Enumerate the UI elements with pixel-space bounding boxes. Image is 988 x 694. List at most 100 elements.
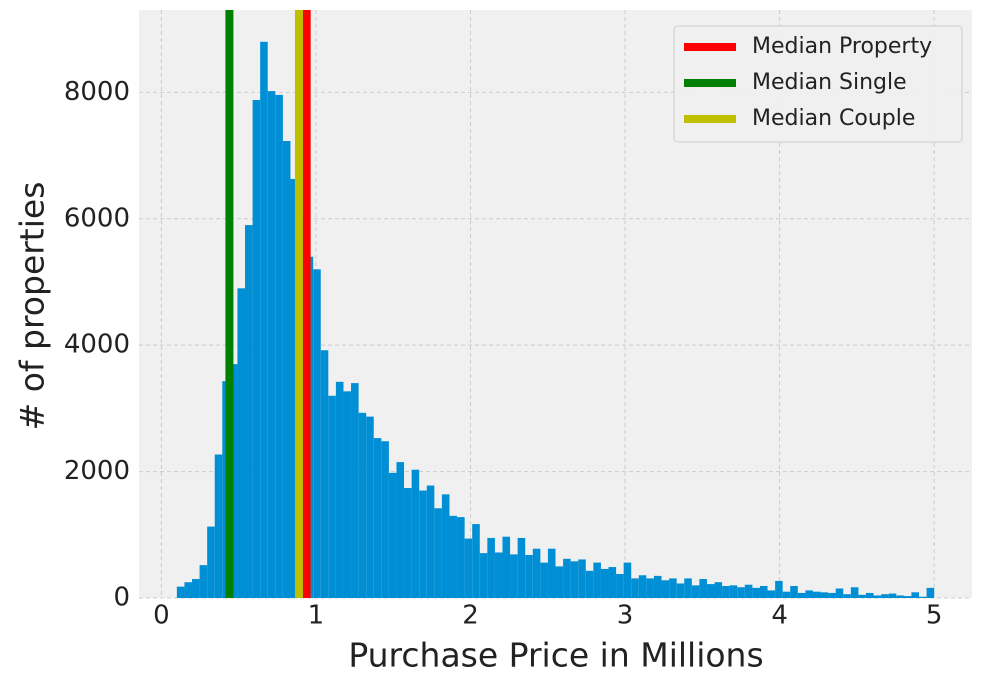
bar [366,416,374,598]
bar [797,592,806,598]
bar [351,383,359,598]
bar [873,595,882,598]
bar [722,585,730,598]
bar [767,590,776,598]
bar [790,585,798,598]
bar [555,566,564,598]
bar [888,593,897,598]
bar [691,585,700,598]
bar [646,578,654,598]
bar [881,594,889,598]
bar [229,364,238,598]
bar [585,570,594,598]
bar [896,595,904,598]
bar [282,141,291,599]
bar [199,565,208,598]
y-tick-label: 2000 [64,456,130,486]
bar [835,588,844,598]
bar [684,578,692,598]
bar [434,508,442,598]
bar [752,587,760,598]
bar [744,584,753,598]
bar [532,548,541,598]
bar [192,579,200,598]
bar [911,592,919,598]
bar [782,591,791,598]
bar [245,225,253,599]
bar [843,594,851,598]
bar [487,537,495,598]
bar [903,596,912,598]
bar [464,538,473,598]
bar [661,580,670,598]
bar [479,553,488,598]
bar [472,524,480,598]
x-tick-label: 1 [308,601,325,631]
bar [540,562,548,598]
bar [820,592,829,598]
bar [865,592,874,598]
x-tick-label: 5 [926,601,943,631]
bar [343,391,352,598]
bar [373,438,382,598]
bar [290,178,299,598]
bar [563,558,571,598]
bar [441,494,450,598]
bar [457,517,465,598]
bar [676,583,685,598]
bar [328,395,336,598]
bar [578,559,586,598]
bar [805,590,813,598]
bar [593,562,601,598]
bar [600,568,609,598]
legend-label: Median Property [752,34,932,59]
bar [252,99,261,598]
bar [335,381,344,598]
bar [214,454,223,598]
bar [737,587,745,598]
bar [812,591,821,598]
x-axis-label: Purchase Price in Millions [348,636,763,675]
bar [260,41,268,599]
bar [850,587,859,598]
bar [404,488,412,598]
bar [426,485,435,598]
bar [616,573,624,598]
bar [706,584,715,598]
bar [631,578,639,598]
bar [419,490,427,598]
bar [396,462,405,598]
bar [918,596,927,598]
bar [207,526,215,598]
bar [267,91,276,599]
bar [525,555,533,598]
legend-box [673,25,963,143]
x-tick-label: 4 [771,601,788,631]
bar [623,562,632,598]
bar [547,548,556,598]
bar [275,94,283,598]
bar [759,585,768,598]
legend-label: Median Couple [752,106,915,131]
bar [237,288,246,598]
bar [828,592,836,598]
bar [714,582,723,598]
legend-label: Median Single [752,70,907,95]
y-tick-label: 6000 [64,203,130,233]
bar [669,578,677,598]
bar [729,585,738,598]
x-tick-label: 0 [153,601,170,631]
bar [313,269,321,598]
x-tick-label: 2 [462,601,479,631]
y-axis-label: # of properties [13,182,52,431]
bar [411,469,420,598]
bar [449,515,458,598]
x-tick-label: 3 [617,601,634,631]
bar [926,587,935,598]
bar [494,552,503,598]
bar [510,554,518,598]
bar [502,536,511,598]
bar [653,575,662,598]
bar [775,580,783,598]
